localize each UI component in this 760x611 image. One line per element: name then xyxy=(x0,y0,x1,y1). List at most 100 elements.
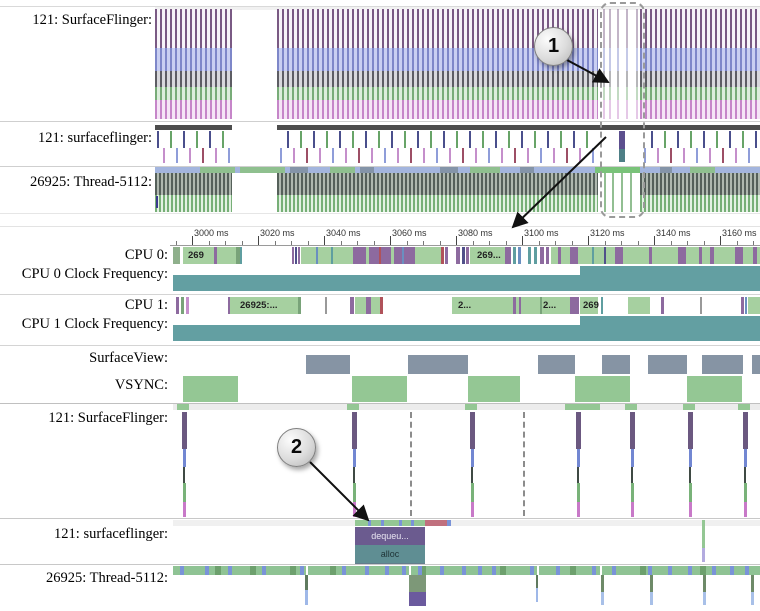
trace-slice[interactable] xyxy=(573,131,575,148)
cpu-slice[interactable] xyxy=(546,247,549,264)
trace-slice[interactable] xyxy=(305,590,308,605)
cpu-slice[interactable] xyxy=(173,247,180,264)
sf-event-line[interactable] xyxy=(689,483,692,502)
sf-event-line[interactable] xyxy=(353,467,355,483)
trace-slice[interactable] xyxy=(735,148,737,163)
cpu-slice[interactable] xyxy=(745,297,747,314)
trace-slice[interactable] xyxy=(495,131,497,148)
cpu-slice[interactable] xyxy=(604,247,606,264)
cpu-slice[interactable] xyxy=(350,297,354,314)
cpu-slice[interactable] xyxy=(649,247,652,264)
trace-slice[interactable] xyxy=(540,148,542,163)
trace-slice[interactable] xyxy=(690,131,692,148)
cpu-slice[interactable] xyxy=(741,297,744,314)
sf-event-line[interactable] xyxy=(631,502,634,517)
cpu-slice[interactable] xyxy=(456,247,460,264)
trace-slice[interactable] xyxy=(280,148,282,163)
trace-slice[interactable] xyxy=(443,131,445,148)
sf-event-line[interactable] xyxy=(744,467,746,483)
trace-slice[interactable] xyxy=(677,131,679,148)
cpu-slice[interactable] xyxy=(379,247,381,264)
surfaceview-slice[interactable] xyxy=(752,355,760,374)
cpu-slice[interactable] xyxy=(228,297,230,314)
cpu-slice[interactable] xyxy=(601,297,603,314)
cpu-slice[interactable] xyxy=(331,247,333,264)
cpu-slice[interactable] xyxy=(236,247,240,264)
cpu-slice[interactable] xyxy=(292,247,294,264)
cpu-slice[interactable] xyxy=(710,247,714,264)
trace-slice[interactable] xyxy=(397,148,399,163)
trace-slice[interactable] xyxy=(553,148,555,163)
trace-slice[interactable] xyxy=(586,131,588,148)
sf-event-line[interactable] xyxy=(577,467,579,483)
cpu-slice[interactable] xyxy=(518,247,521,264)
cpu-slice[interactable] xyxy=(183,247,240,264)
sf-event-line[interactable] xyxy=(353,502,356,517)
cpu-slice[interactable] xyxy=(298,297,301,314)
trace-slice[interactable] xyxy=(536,588,538,602)
trace-slice[interactable] xyxy=(332,148,334,163)
trace-slice[interactable] xyxy=(469,131,471,148)
trace-slice[interactable] xyxy=(365,131,367,148)
trace-slice[interactable] xyxy=(703,592,706,605)
cpu-slice[interactable] xyxy=(558,247,561,264)
cpu-slice[interactable] xyxy=(505,247,511,264)
trace-slice[interactable] xyxy=(703,131,705,148)
trace-slice[interactable] xyxy=(536,575,538,588)
clock-frequency-bar[interactable] xyxy=(580,316,760,341)
cpu-slice[interactable] xyxy=(402,247,404,264)
vsync-slice[interactable] xyxy=(575,376,630,402)
trace-slice[interactable] xyxy=(566,148,568,163)
cpu-slice[interactable] xyxy=(519,297,521,314)
sf-event-line[interactable] xyxy=(689,502,692,517)
sf-event-line[interactable] xyxy=(576,412,581,449)
cpu-slice[interactable] xyxy=(735,247,743,264)
trace-slice[interactable] xyxy=(664,131,666,148)
trace-slice[interactable] xyxy=(378,131,380,148)
trace-slice[interactable] xyxy=(287,131,289,148)
sf-event-line[interactable] xyxy=(631,467,633,483)
trace-slice[interactable] xyxy=(534,131,536,148)
trace-slice[interactable] xyxy=(592,148,594,163)
trace-slice[interactable] xyxy=(702,520,705,548)
trace-slice[interactable] xyxy=(319,148,321,163)
trace-slice[interactable] xyxy=(306,148,308,163)
trace-slice[interactable] xyxy=(313,131,315,148)
sf-event-line[interactable] xyxy=(630,412,635,449)
sf-event-line[interactable] xyxy=(353,449,356,467)
trace-slice[interactable] xyxy=(293,148,295,163)
trace-slice[interactable] xyxy=(527,148,529,163)
cpu-slice[interactable] xyxy=(661,297,664,314)
trace-slice[interactable] xyxy=(751,592,754,605)
vsync-slice[interactable] xyxy=(468,376,520,402)
thread-slice[interactable] xyxy=(409,592,426,606)
cpu-slice[interactable] xyxy=(214,247,217,264)
trace-slice[interactable] xyxy=(601,575,604,592)
trace-slice[interactable] xyxy=(196,131,198,148)
cpu-slice[interactable] xyxy=(592,247,594,264)
trace-slice[interactable] xyxy=(170,131,172,148)
cpu-slice[interactable] xyxy=(470,247,510,264)
sf-event-line[interactable] xyxy=(183,467,185,483)
sf-event-line[interactable] xyxy=(183,449,186,467)
surfaceview-slice[interactable] xyxy=(648,355,687,374)
trace-slice[interactable] xyxy=(339,131,341,148)
trace-slice[interactable] xyxy=(742,131,744,148)
cpu-slice[interactable] xyxy=(240,247,242,264)
cpu-slice[interactable] xyxy=(181,297,184,314)
sf-event-line[interactable] xyxy=(689,449,692,467)
vsync-slice[interactable] xyxy=(687,376,742,402)
surfaceview-slice[interactable] xyxy=(538,355,575,374)
cpu-slice[interactable] xyxy=(580,297,598,314)
cpu-slice[interactable] xyxy=(462,247,465,264)
trace-slice[interactable] xyxy=(358,148,360,163)
sf-event-line[interactable] xyxy=(577,502,580,517)
trace-slice[interactable] xyxy=(410,148,412,163)
trace-slice[interactable] xyxy=(209,131,211,148)
cpu-slice[interactable] xyxy=(298,247,300,264)
trace-slice[interactable] xyxy=(202,148,204,163)
trace-slice[interactable] xyxy=(601,592,604,605)
trace-slice[interactable] xyxy=(423,148,425,163)
trace-slice[interactable] xyxy=(650,592,653,605)
trace-slice[interactable] xyxy=(657,148,659,163)
